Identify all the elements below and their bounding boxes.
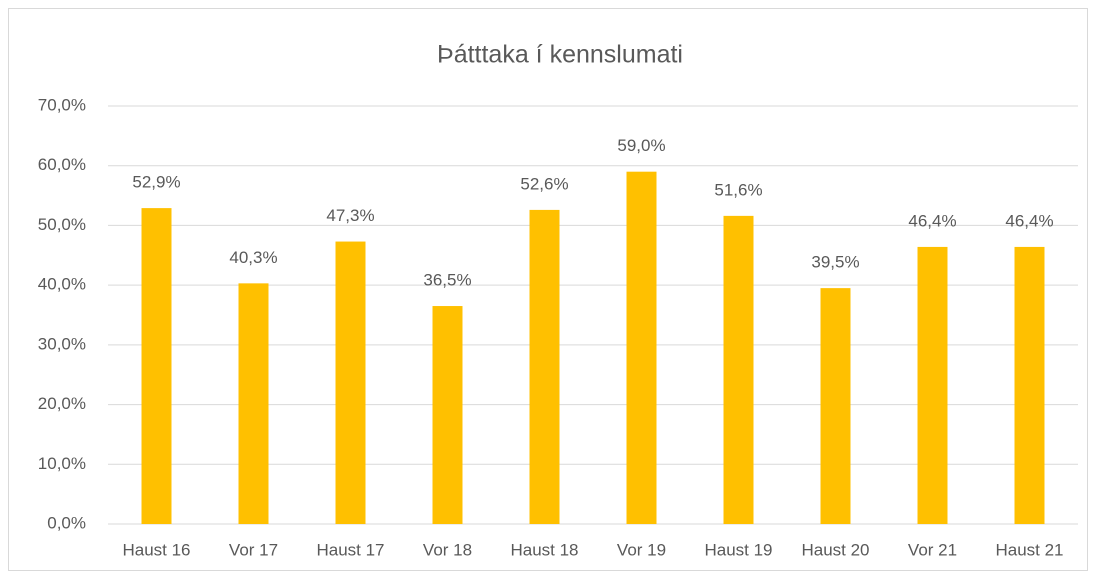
y-tick-label: 20,0% — [38, 394, 86, 413]
bar — [723, 215, 754, 525]
y-tick-label: 40,0% — [38, 275, 86, 294]
bar — [820, 288, 851, 524]
x-tick-label: Haust 18 — [510, 540, 578, 559]
value-label: 47,3% — [326, 206, 374, 225]
bar — [141, 208, 172, 524]
bar — [917, 246, 948, 524]
value-label: 52,9% — [132, 173, 180, 192]
bar — [238, 283, 269, 524]
value-label: 39,5% — [811, 253, 859, 272]
value-label: 36,5% — [423, 271, 471, 290]
value-label: 46,4% — [908, 211, 956, 230]
x-tick-label: Vor 19 — [617, 540, 666, 559]
bar — [432, 306, 463, 524]
value-label: 59,0% — [617, 136, 665, 155]
x-tick-label: Haust 20 — [801, 540, 869, 559]
y-tick-label: 10,0% — [38, 454, 86, 473]
value-label: 51,6% — [714, 180, 762, 199]
x-tick-label: Haust 16 — [122, 540, 190, 559]
value-label: 46,4% — [1005, 211, 1053, 230]
bar — [335, 241, 366, 524]
x-tick-label: Vor 21 — [908, 540, 957, 559]
value-label: 40,3% — [229, 248, 277, 267]
x-tick-label: Vor 18 — [423, 540, 472, 559]
x-tick-label: Haust 19 — [704, 540, 772, 559]
bar — [1014, 246, 1045, 524]
y-tick-label: 50,0% — [38, 215, 86, 234]
x-tick-label: Haust 21 — [995, 540, 1063, 559]
bar — [529, 209, 560, 524]
value-label: 52,6% — [520, 174, 568, 193]
chart-title: Þátttaka í kennslumati — [437, 41, 683, 69]
y-tick-label: 70,0% — [38, 95, 86, 114]
x-tick-label: Vor 17 — [229, 540, 278, 559]
x-tick-label: Haust 17 — [316, 540, 384, 559]
y-tick-label: 30,0% — [38, 334, 86, 353]
y-tick-label: 60,0% — [38, 155, 86, 174]
bar — [626, 171, 657, 524]
y-tick-label: 0,0% — [47, 513, 86, 532]
